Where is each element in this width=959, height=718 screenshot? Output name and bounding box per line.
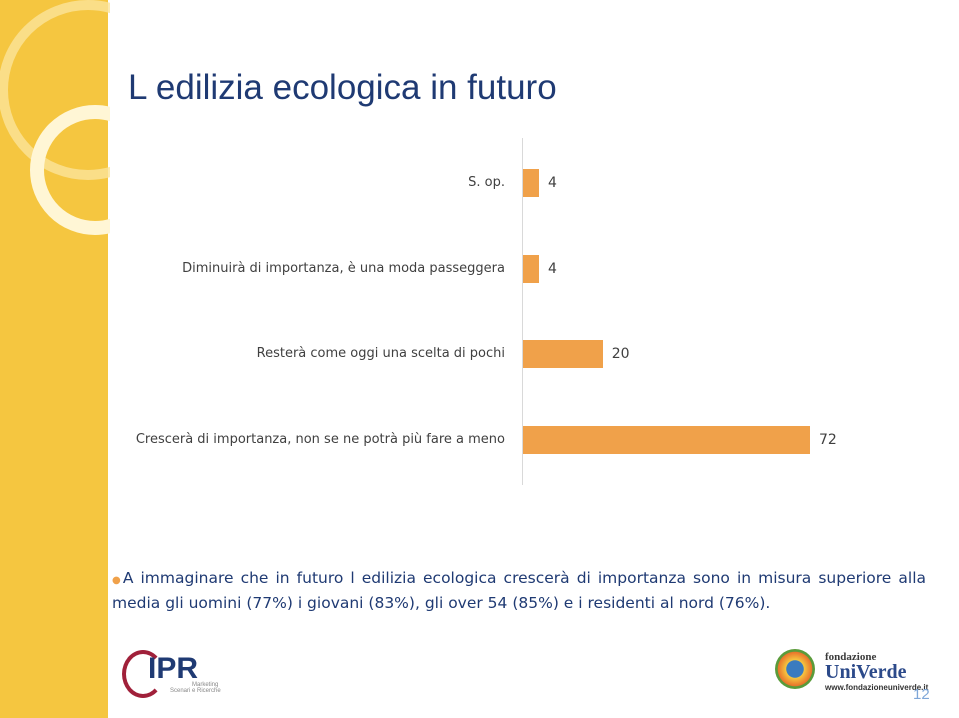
category-label: Crescerà di importanza, non se ne potrà … bbox=[135, 432, 505, 448]
category-axis bbox=[522, 138, 523, 485]
value-label: 4 bbox=[547, 260, 557, 277]
bar bbox=[523, 169, 539, 197]
logo-text: IPR bbox=[148, 652, 199, 685]
side-decoration bbox=[0, 0, 110, 718]
value-label: 20 bbox=[611, 346, 630, 363]
bar bbox=[523, 340, 603, 369]
category-label: S. op. bbox=[468, 175, 505, 190]
category-label: Diminuirà di importanza, è una moda pass… bbox=[182, 260, 505, 276]
bar bbox=[523, 254, 539, 283]
logo-url: www.fondazioneuniverde.it bbox=[825, 683, 929, 692]
ipr-logo: IPR Marketing Scenari e Ricerche bbox=[122, 650, 222, 698]
bullet-text: ●A immaginare che in futuro l edilizia e… bbox=[112, 567, 926, 614]
logo-text: UniVerde bbox=[825, 661, 907, 683]
value-label: 72 bbox=[819, 432, 837, 449]
universe-logo: fondazione UniVerde www.fondazioneuniver… bbox=[775, 645, 929, 695]
slide-title: L edilizia ecologica in futuro bbox=[128, 68, 557, 107]
logo-subtext: Scenari e Ricerche bbox=[170, 688, 221, 694]
bar bbox=[523, 426, 810, 455]
logo-text: fondazione bbox=[825, 651, 877, 663]
bullet-content: A immaginare che in futuro l edilizia ec… bbox=[112, 569, 926, 612]
page-number: 12 bbox=[913, 686, 930, 703]
value-label: 4 bbox=[547, 175, 557, 191]
logo-arc bbox=[122, 650, 164, 698]
logo-subtext: Marketing bbox=[192, 682, 219, 688]
bullet: ● bbox=[112, 575, 123, 586]
logo-sun bbox=[775, 649, 815, 689]
category-label: Resterà come oggi una scelta di pochi bbox=[256, 346, 505, 362]
